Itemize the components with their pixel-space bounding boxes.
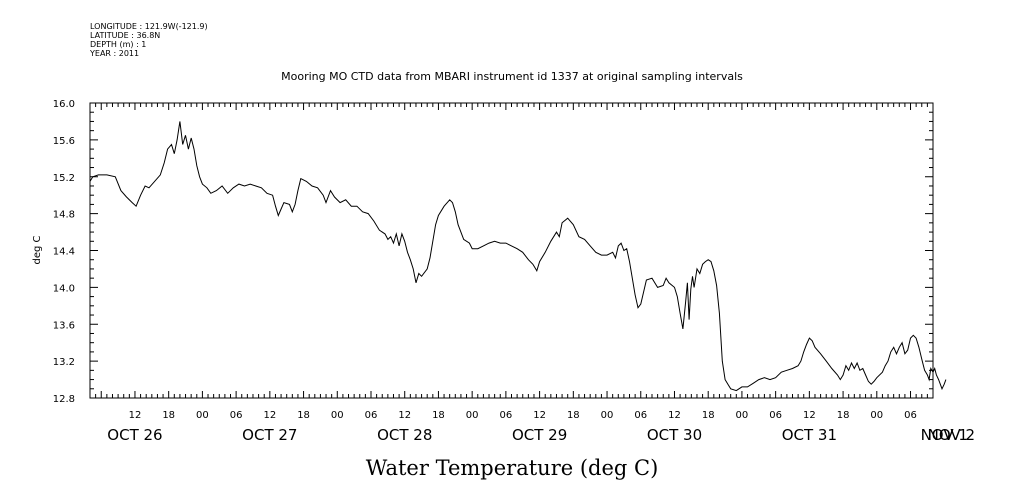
x-tick-label: 00 (196, 410, 209, 421)
y-tick-labels: 12.8 13.2 13.6 14.0 14.4 14.8 15.2 15.6 16.0 (53, 99, 75, 405)
x-tick-label: 18 (162, 410, 175, 421)
x-tick-label: 06 (365, 410, 378, 421)
y-tick-label: 14.0 (53, 283, 75, 294)
day-label: OCT 26 (107, 426, 162, 444)
plot-frame (89, 102, 934, 399)
depth-text: DEPTH (m) : 1 (90, 40, 147, 49)
x-tick-label: 00 (870, 410, 883, 421)
x-tick-label: 00 (331, 410, 344, 421)
longitude-text: LONGITUDE : 121.9W(-121.9) (90, 22, 208, 31)
x-tick-label: 12 (398, 410, 411, 421)
x-tick-label: 06 (769, 410, 782, 421)
x-tick-labels: 12 18 00 06 12 18 00 06 12 18 00 06 12 18 00 06 12 18 00 06… (129, 410, 917, 421)
x-tick-label: 12 (263, 410, 276, 421)
x-tick-label: 12 (129, 410, 142, 421)
x-tick-label: 12 (668, 410, 681, 421)
y-tick-label: 13.6 (53, 320, 75, 331)
y-tick-label: 15.6 (53, 136, 75, 147)
day-label: OCT 29 (512, 426, 567, 444)
x-tick-label: 06 (904, 410, 917, 421)
x-tick-label: 12 (803, 410, 816, 421)
x-tick-label: 00 (601, 410, 614, 421)
day-label: OCT 27 (242, 426, 297, 444)
x-tick-label: 06 (230, 410, 243, 421)
day-labels: OCT 26 OCT 27 OCT 28 OCT 29 OCT 30 OCT 31 NOV … (107, 426, 975, 444)
tick-marks (89, 102, 934, 399)
y-tick-label: 16.0 (53, 99, 75, 110)
latitude-text: LATITUDE : 36.8N (90, 31, 161, 40)
x-tick-label: 18 (297, 410, 310, 421)
chart-title: Mooring MO CTD data from MBARI instrumen… (281, 70, 743, 83)
day-label: OCT 31 (782, 426, 837, 444)
day-label: NOV 1 (921, 426, 968, 444)
temperature-series-line (89, 121, 947, 392)
x-tick-label: 18 (567, 410, 580, 421)
y-tick-label: 13.2 (53, 357, 75, 368)
x-axis-label: Water Temperature (deg C) (366, 456, 659, 480)
y-tick-label: 15.2 (53, 173, 75, 184)
y-tick-label: 14.4 (53, 247, 75, 258)
x-tick-label: 18 (702, 410, 715, 421)
y-tick-label: 12.8 (53, 394, 75, 405)
year-text: YEAR : 2011 (90, 49, 140, 58)
day-label: NOV 2 (928, 426, 975, 444)
x-tick-label: 06 (500, 410, 513, 421)
x-tick-label: 00 (736, 410, 749, 421)
x-tick-label: 18 (837, 410, 850, 421)
x-tick-label: 12 (533, 410, 546, 421)
x-tick-label: 06 (634, 410, 647, 421)
day-label: OCT 28 (377, 426, 432, 444)
y-axis-label: deg C (32, 235, 43, 264)
day-label: OCT 30 (647, 426, 702, 444)
metadata-block: LONGITUDE : 121.9W(-121.9) LATITUDE : 36… (90, 22, 208, 58)
x-tick-label: 18 (432, 410, 445, 421)
y-tick-label: 14.8 (53, 210, 75, 221)
x-tick-label: 00 (466, 410, 479, 421)
